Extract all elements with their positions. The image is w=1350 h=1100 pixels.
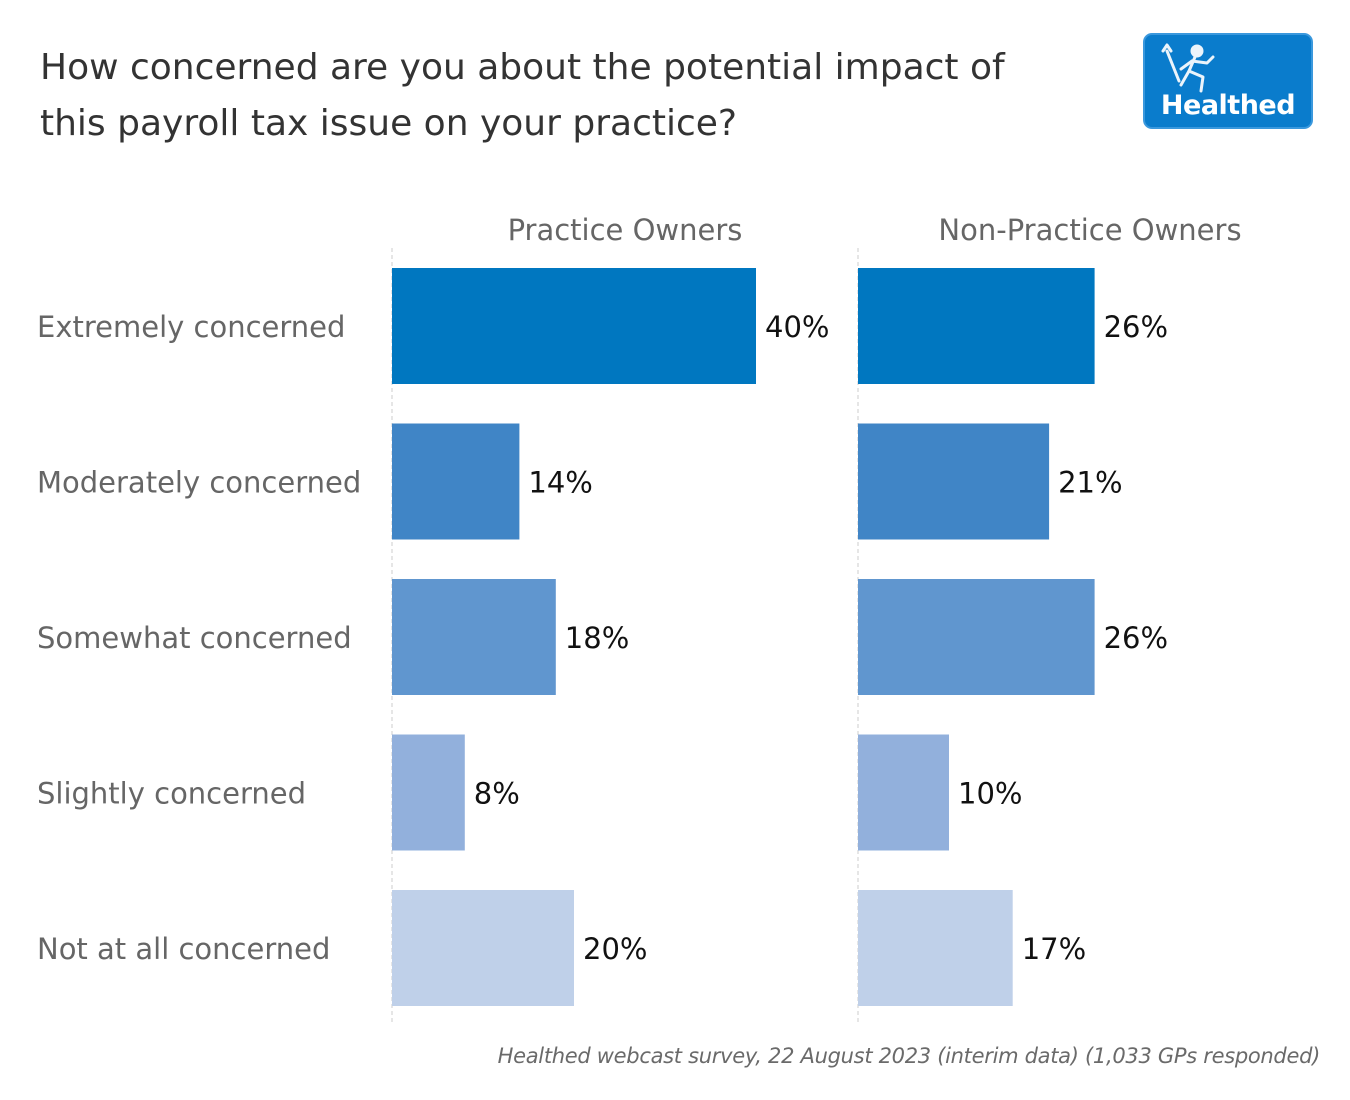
data-label: 20% [583,932,647,966]
chart-title-line-2: this payroll tax issue on your practice? [40,103,738,144]
category-label: Slightly concerned [37,777,306,811]
panel-header: Non-Practice Owners [938,213,1241,247]
bar [858,423,1050,540]
bar [858,579,1095,695]
bar [392,423,520,540]
chart-title: How concerned are you about the potentia… [40,40,1100,152]
bar [858,890,1013,1006]
bar [858,734,949,851]
panel-header: Practice Owners [508,213,743,247]
bar [858,268,1095,384]
data-label: 21% [1058,466,1122,500]
logo-text: Healthed [1160,90,1296,121]
category-label: Somewhat concerned [37,621,352,655]
healthed-logo: Healthed [1143,33,1313,129]
category-label: Moderately concerned [37,466,361,500]
data-label: 8% [474,777,520,811]
hermes-runner-icon [1161,43,1215,93]
data-label: 40% [765,310,829,344]
data-label: 14% [528,466,592,500]
source-note: Healthed webcast survey, 22 August 2023 … [497,1044,1321,1068]
data-label: 10% [958,777,1022,811]
category-label: Not at all concerned [37,932,330,966]
bar [392,268,756,384]
bar [392,579,556,695]
chart-title-line-1: How concerned are you about the potentia… [40,47,1005,88]
data-label: 26% [1104,310,1168,344]
data-label: 17% [1022,932,1086,966]
data-label: 26% [1104,621,1168,655]
data-label: 18% [565,621,629,655]
category-label: Extremely concerned [37,310,345,344]
bar [392,890,574,1006]
bar [392,734,465,851]
